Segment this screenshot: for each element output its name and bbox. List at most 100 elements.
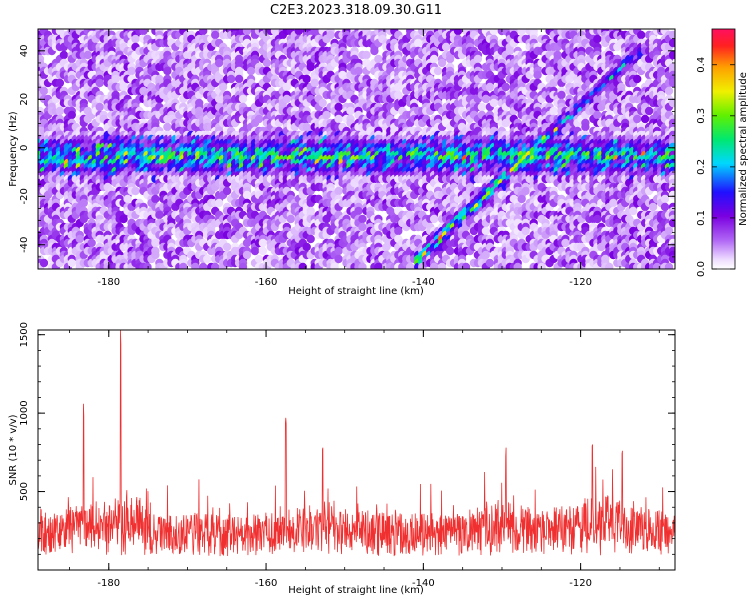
heatmap-cell [222, 186, 232, 196]
heatmap-cell [374, 54, 383, 64]
heatmap-cell [75, 234, 84, 244]
heatmap-cell [429, 54, 439, 64]
heatmap-cell [95, 78, 104, 88]
heatmap-cell [111, 74, 120, 84]
heatmap-cell [362, 50, 371, 60]
heatmap-cell [254, 114, 264, 124]
heatmap-cell [330, 262, 339, 269]
heatmap-cell [489, 29, 499, 36]
heatmap-cell [67, 110, 76, 120]
heatmap-cell [131, 186, 140, 196]
heatmap-cell [481, 94, 491, 104]
heatmap-cell [437, 58, 447, 68]
heatmap-cell [59, 50, 69, 60]
heatmap-cell [242, 190, 252, 200]
heatmap-cell [433, 66, 443, 76]
heatmap-cell [211, 262, 220, 269]
heatmap-cell [286, 214, 295, 224]
heatmap-cell [481, 226, 491, 236]
heatmap-cell [119, 214, 128, 224]
heatmap-cell [358, 214, 367, 224]
spectrogram-cells [38, 29, 675, 269]
heatmap-cell [203, 254, 212, 264]
heatmap-cell [521, 186, 530, 196]
heatmap-cell [234, 74, 244, 84]
heatmap-cell [214, 58, 224, 68]
heatmap-cell [131, 34, 140, 44]
heatmap-cell [163, 122, 172, 132]
heatmap-cell [139, 29, 148, 36]
heatmap-cell [79, 198, 88, 208]
heatmap-cell [199, 29, 208, 36]
heatmap-cell [302, 74, 311, 84]
heatmap-cell [242, 250, 252, 260]
heatmap-cell [334, 102, 343, 112]
heatmap-cell [318, 98, 327, 108]
heatmap-cell [191, 262, 200, 269]
heatmap-cell [302, 242, 311, 252]
heatmap-cell [358, 222, 367, 232]
heatmap-cell [453, 29, 463, 36]
heatmap-cell [334, 114, 343, 124]
heatmap-cell [151, 194, 160, 204]
heatmap-cell [437, 262, 447, 269]
heatmap-cell [238, 262, 248, 269]
heatmap-cell [418, 29, 427, 36]
heatmap-cell [83, 50, 92, 60]
heatmap-cell [445, 54, 455, 64]
heatmap-cell [242, 29, 252, 36]
heatmap-cell [211, 30, 220, 40]
heatmap-cell [354, 66, 363, 76]
heatmap-cell [294, 29, 303, 36]
heatmap-cell [334, 254, 343, 264]
heatmap-cell [481, 250, 491, 260]
heatmap-cell [151, 238, 160, 248]
heatmap-cell [354, 206, 363, 216]
heatmap-cell [441, 42, 451, 52]
heatmap-cell [521, 226, 530, 236]
heatmap-cell [222, 242, 232, 252]
heatmap-cell [282, 94, 291, 104]
heatmap-cell [310, 78, 319, 88]
heatmap-cell [429, 262, 439, 269]
heatmap-cell [218, 82, 228, 92]
heatmap-cell [127, 66, 136, 76]
heatmap-cell [55, 106, 65, 116]
heatmap-cell [334, 246, 343, 256]
heatmap-cell [406, 262, 415, 269]
heatmap-cell [513, 262, 522, 269]
heatmap-cell [473, 54, 483, 64]
heatmap-cell [414, 38, 423, 48]
heatmap-cell [326, 30, 335, 40]
heatmap-cell [238, 94, 248, 104]
heatmap-cell [258, 246, 268, 256]
heatmap-cell [505, 46, 514, 56]
heatmap-cell [254, 254, 264, 264]
heatmap-cell [39, 86, 49, 96]
heatmap-cell [155, 210, 164, 220]
heatmap-cell [250, 246, 260, 256]
heatmap-cell [517, 29, 526, 36]
heatmap-cell [346, 106, 355, 116]
heatmap-cell [87, 238, 96, 248]
heatmap-cell [199, 262, 208, 269]
heatmap-cell [119, 82, 128, 92]
heatmap-cell [151, 250, 160, 260]
heatmap-cell [163, 66, 172, 76]
heatmap-cell [334, 186, 343, 196]
heatmap-cell [262, 58, 272, 68]
heatmap-cell [306, 234, 315, 244]
heatmap-cell [55, 78, 65, 88]
heatmap-cell [143, 262, 152, 269]
heatmap-cell [445, 246, 455, 256]
heatmap-cell [214, 198, 224, 208]
heatmap-cell [123, 194, 132, 204]
heatmap-cell [485, 82, 495, 92]
heatmap-cell [246, 66, 256, 76]
figure-title: C2E3.2023.318.09.30.G11 [270, 3, 442, 18]
heatmap-cell [67, 258, 76, 268]
heatmap-cell [489, 98, 499, 108]
heatmap-cell [374, 262, 383, 269]
